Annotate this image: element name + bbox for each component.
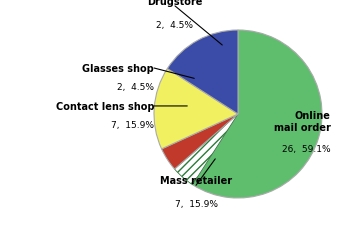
Text: 26,  59.1%: 26, 59.1% [282,144,331,153]
Wedge shape [193,31,322,198]
Wedge shape [162,114,238,169]
Text: Mass retailer: Mass retailer [160,176,232,185]
Wedge shape [175,114,238,185]
Text: 2,  4.5%: 2, 4.5% [117,82,154,91]
Wedge shape [167,31,238,114]
Text: 7,  15.9%: 7, 15.9% [111,120,154,129]
Text: 2,  4.5%: 2, 4.5% [156,21,194,30]
Text: 7,  15.9%: 7, 15.9% [175,199,217,208]
Text: Glasses shop: Glasses shop [82,64,154,74]
Text: Drugstore: Drugstore [147,0,203,7]
Text: Online
mail order: Online mail order [274,111,331,132]
Wedge shape [154,69,238,149]
Text: Contact lens shop: Contact lens shop [56,101,154,112]
